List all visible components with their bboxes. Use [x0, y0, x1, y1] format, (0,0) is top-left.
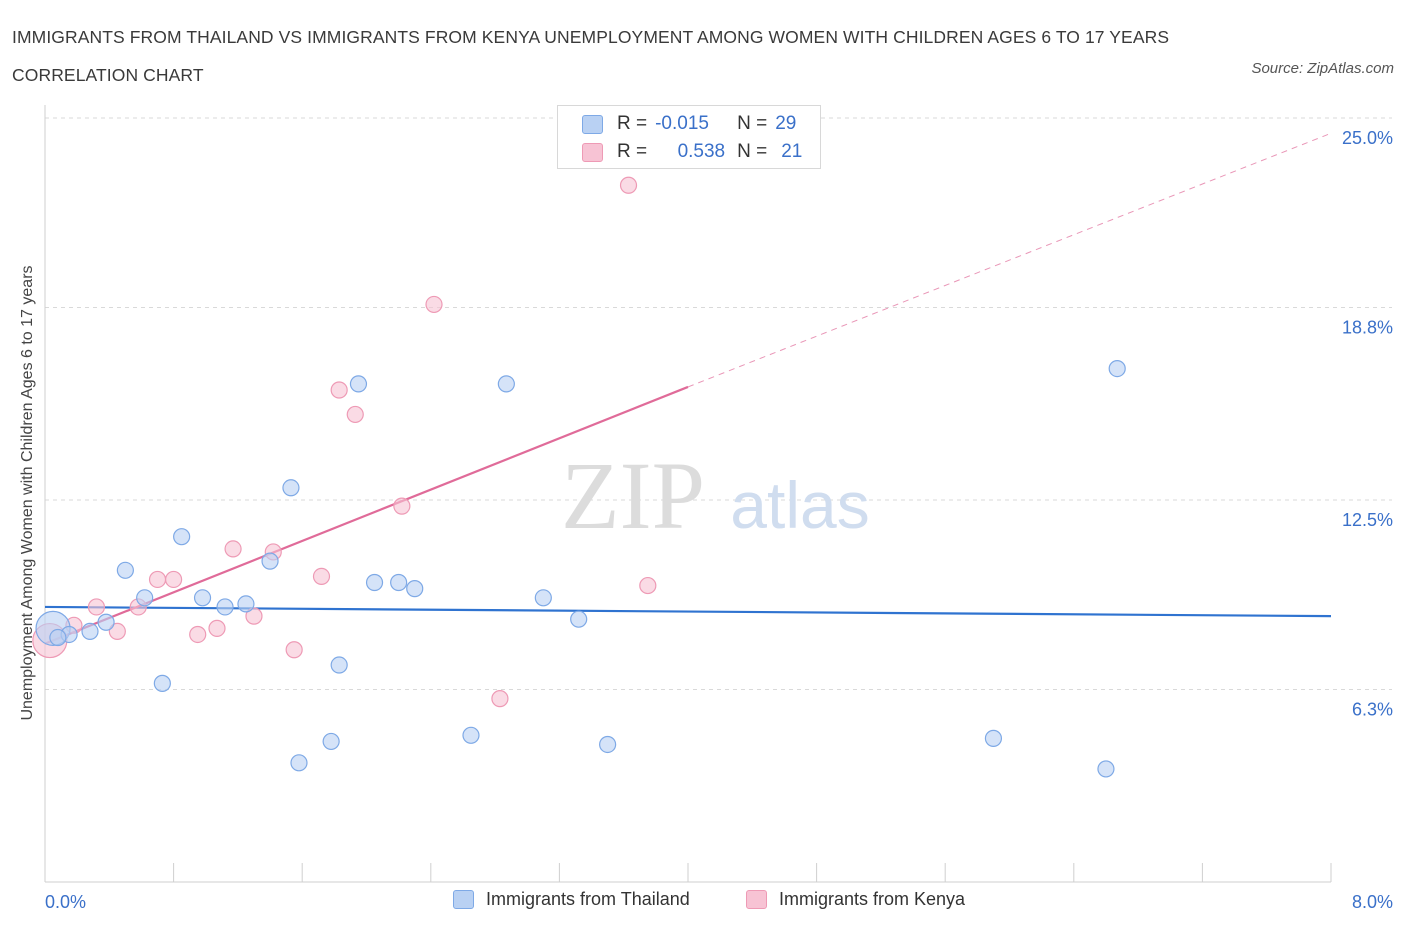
kenya-point	[285, 641, 303, 659]
thailand-point	[322, 732, 340, 751]
kenya-trend-extension	[687, 132, 1332, 388]
thailand-legend-label: Immigrants from Thailand	[486, 889, 690, 909]
kenya-point	[346, 405, 364, 424]
thailand-trend-line	[44, 605, 1332, 618]
thailand-point	[136, 589, 154, 607]
y-tick-label: 6.3%	[1352, 699, 1393, 719]
chart-title: IMMIGRANTS FROM THAILAND VS IMMIGRANTS F…	[12, 27, 1170, 85]
points-layer	[32, 176, 1126, 778]
thailand-point	[193, 589, 212, 607]
correlation-legend: R = -0.015 N = 29 R = 0.538 N = 21	[557, 105, 821, 169]
kenya-point	[393, 497, 411, 515]
thailand-point	[97, 613, 115, 631]
kenya-point	[425, 295, 443, 314]
thailand-point	[261, 552, 279, 570]
x-tick-label-min: 0.0%	[45, 892, 86, 912]
kenya-point	[245, 607, 263, 625]
trend-layer	[44, 132, 1332, 645]
watermark: ZIP atlas	[561, 442, 870, 549]
y-tick-label: 18.8%	[1342, 317, 1393, 337]
kenya-point	[189, 625, 207, 644]
kenya-r-value: 0.538	[677, 141, 726, 162]
kenya-point	[108, 622, 126, 641]
thailand-point	[599, 735, 617, 754]
thailand-point	[173, 528, 191, 546]
kenya-point	[491, 690, 509, 708]
kenya-point	[224, 540, 242, 558]
thailand-point	[1108, 359, 1126, 378]
legend-r-label: R =	[617, 113, 648, 134]
tick-label-layer: 6.3% 12.5% 18.8% 25.0% 0.0% 8.0%	[45, 128, 1393, 912]
x-tick-label-max: 8.0%	[1352, 892, 1393, 912]
thailand-point	[153, 674, 171, 692]
watermark-zip: ZIP	[561, 442, 705, 549]
legend-item-thailand[interactable]: Immigrants from Thailand	[453, 889, 690, 910]
y-tick-label: 12.5%	[1342, 510, 1393, 530]
legend-row-thailand: R = -0.015 N = 29	[582, 111, 796, 137]
thailand-point	[116, 561, 134, 579]
source-label: Source: ZipAtlas.com	[1251, 60, 1394, 77]
watermark-atlas: atlas	[730, 468, 869, 542]
kenya-point	[312, 567, 331, 586]
kenya-swatch	[582, 142, 603, 162]
kenya-point	[148, 570, 167, 589]
thailand-point	[984, 729, 1003, 747]
thailand-point	[365, 573, 384, 592]
axis-layer	[44, 105, 1332, 883]
series-legend: Immigrants from Thailand Immigrants from…	[0, 889, 1406, 915]
thailand-point	[282, 479, 300, 497]
kenya-point	[165, 570, 183, 589]
kenya-point	[87, 598, 106, 616]
kenya-legend-label: Immigrants from Kenya	[779, 889, 966, 909]
thailand-swatch	[582, 114, 603, 134]
legend-n-label: N =	[737, 113, 768, 134]
kenya-point	[330, 381, 348, 399]
kenya-n-value: 21	[781, 141, 803, 162]
thailand-point	[237, 595, 255, 613]
thailand-point	[1097, 760, 1115, 778]
kenya-point	[639, 576, 657, 595]
thailand-point	[216, 598, 234, 616]
thailand-point	[497, 375, 515, 393]
kenya-point	[208, 619, 226, 637]
thailand-point	[462, 726, 480, 744]
thailand-n-value: 29	[775, 113, 797, 134]
thailand-point	[406, 580, 424, 598]
thailand-point	[534, 589, 552, 607]
thailand-r-value: -0.015	[655, 113, 709, 134]
legend-r-label: R =	[617, 141, 648, 162]
kenya-point	[619, 176, 638, 194]
thailand-point	[570, 610, 588, 628]
kenya-legend-swatch	[746, 890, 767, 909]
thailand-point	[290, 754, 308, 772]
thailand-legend-swatch	[453, 890, 474, 909]
thailand-point	[330, 656, 348, 674]
thailand-point	[390, 573, 408, 592]
thailand-point	[49, 628, 67, 647]
legend-row-kenya: R = 0.538 N = 21	[582, 139, 802, 165]
legend-n-label: N =	[737, 141, 768, 162]
y-tick-label: 25.0%	[1342, 128, 1393, 148]
legend-item-kenya[interactable]: Immigrants from Kenya	[746, 889, 965, 910]
thailand-point	[81, 622, 99, 641]
thailand-point	[349, 375, 368, 393]
